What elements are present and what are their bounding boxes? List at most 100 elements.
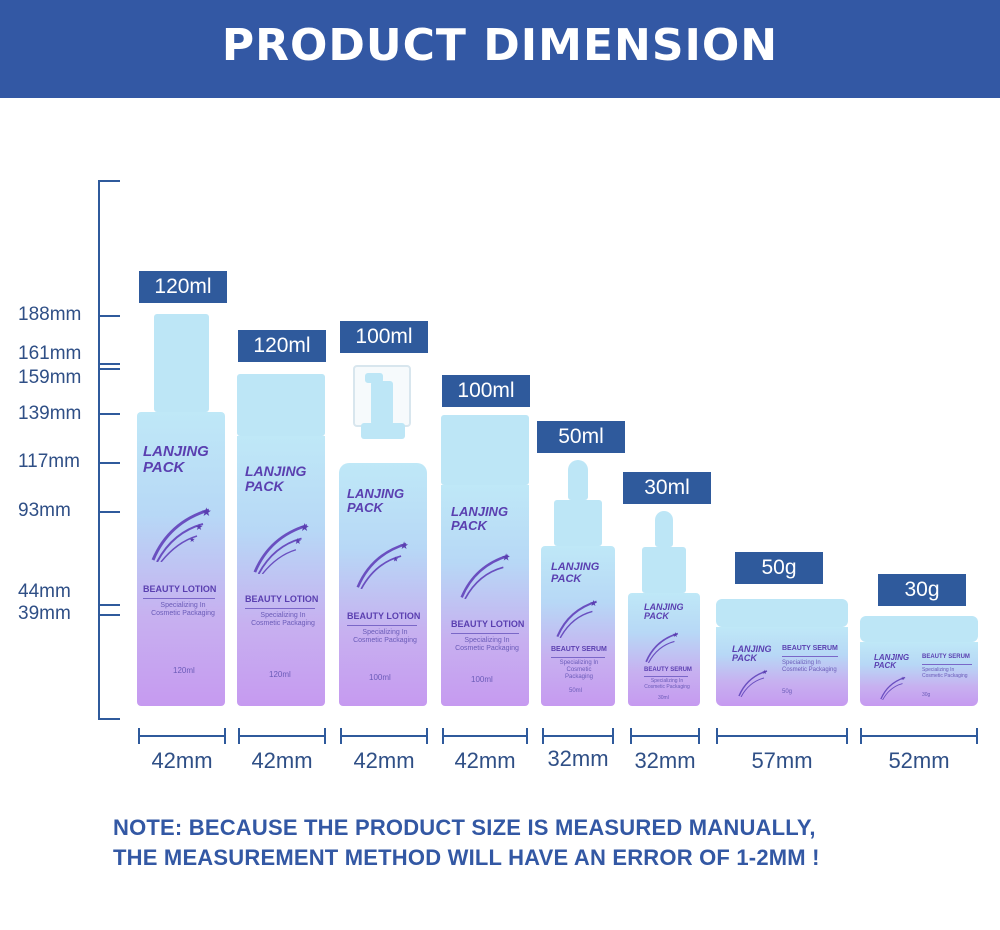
width-label: 52mm bbox=[888, 748, 950, 773]
product-subtitle: Specializing In Cosmetic Packaging bbox=[353, 629, 417, 645]
product-jar-50g: LANJING PACK ★ BEAUTY SERUM Specializing… bbox=[716, 599, 848, 706]
volume-badge: 120ml bbox=[139, 271, 227, 303]
svg-text:★: ★ bbox=[300, 522, 310, 534]
divider bbox=[347, 625, 417, 626]
product-type: BEAUTY SERUM bbox=[782, 645, 838, 652]
divider bbox=[782, 656, 838, 657]
svg-text:★: ★ bbox=[201, 505, 212, 519]
product-pump-bottle-100ml: LANJING PACK ★ ★ BEAUTY LOTION Specializ… bbox=[339, 365, 427, 706]
pump-head bbox=[371, 381, 393, 425]
volume-badge: 50g bbox=[735, 552, 823, 584]
height-tick-139 bbox=[98, 413, 120, 415]
width-dimension-line bbox=[238, 728, 326, 744]
product-volume-print: 100ml bbox=[471, 675, 493, 684]
divider bbox=[644, 676, 688, 677]
product-volume-print: 50g bbox=[782, 689, 793, 695]
volume-badge: 50ml bbox=[537, 421, 625, 453]
svg-text:★: ★ bbox=[901, 676, 906, 682]
product-volume-print: 100ml bbox=[369, 673, 391, 682]
svg-text:★: ★ bbox=[762, 669, 767, 676]
width-label: 42mm bbox=[353, 748, 415, 773]
volume-badge: 120ml bbox=[238, 330, 326, 362]
width-dimension-line bbox=[340, 728, 428, 744]
product-type: BEAUTY LOTION bbox=[245, 594, 319, 604]
jar-lid bbox=[716, 599, 848, 627]
height-axis-bottom-tick bbox=[98, 718, 120, 720]
dropper-collar bbox=[642, 547, 686, 593]
product-type: BEAUTY SERUM bbox=[922, 654, 970, 660]
svg-text:★: ★ bbox=[195, 522, 203, 532]
shooting-stars-icon: ★ bbox=[460, 553, 511, 599]
bottle-body: LANJING PACK ★ ★ BEAUTY LOTION Specializ… bbox=[339, 463, 427, 706]
dropper-bulb bbox=[655, 511, 673, 547]
height-tick-188 bbox=[98, 315, 120, 317]
svg-text:★: ★ bbox=[399, 541, 408, 552]
brand-logo: LANJING PACK bbox=[874, 653, 910, 671]
height-label: 188mm bbox=[18, 304, 82, 325]
shooting-stars-icon: ★ bbox=[556, 598, 597, 638]
jar-body: LANJING PACK ★ BEAUTY SERUM Specializing… bbox=[716, 627, 848, 706]
product-jar-30g: LANJING PACK ★ BEAUTY SERUM Specializing… bbox=[860, 616, 978, 706]
bottle-cap bbox=[237, 374, 325, 436]
height-axis-top-tick bbox=[98, 180, 120, 182]
brand-logo: LANJING PACK bbox=[451, 504, 509, 533]
width-label: 57mm bbox=[751, 748, 813, 773]
product-type: BEAUTY LOTION bbox=[451, 619, 525, 629]
divider bbox=[143, 598, 215, 599]
width-label: 42mm bbox=[251, 748, 313, 773]
svg-text:★: ★ bbox=[502, 553, 511, 564]
pump-collar bbox=[361, 423, 405, 439]
width-label: 32mm bbox=[634, 748, 696, 773]
height-label: 39mm bbox=[18, 603, 71, 624]
bottle-body: LANJING PACK ★ ★ BEAUTY LOTION Specializ… bbox=[237, 436, 325, 706]
product-type: BEAUTY LOTION bbox=[143, 584, 217, 594]
width-label: 42mm bbox=[151, 748, 213, 773]
height-axis bbox=[98, 180, 100, 720]
dropper-bulb bbox=[568, 460, 588, 500]
bottle-body: LANJING PACK ★ BEAUTY LOTION Specializin… bbox=[441, 485, 529, 706]
height-tick-161 bbox=[98, 363, 120, 365]
product-volume-print: 30g bbox=[922, 692, 931, 698]
bottle-cap bbox=[154, 314, 209, 412]
product-type: BEAUTY LOTION bbox=[347, 611, 421, 621]
volume-badge: 100ml bbox=[340, 321, 428, 353]
width-dimension-line bbox=[442, 728, 528, 744]
product-subtitle: Specializing In Cosmetic Packaging bbox=[922, 667, 968, 679]
shooting-stars-icon: ★ bbox=[738, 669, 767, 697]
product-type: BEAUTY SERUM bbox=[644, 667, 692, 673]
product-volume-print: 120ml bbox=[173, 666, 195, 675]
product-bottle-120ml: LANJING PACK ★ ★ BEAUTY LOTION Specializ… bbox=[237, 374, 325, 706]
shooting-stars-icon: ★ ★ bbox=[356, 541, 409, 589]
height-label: 161mm bbox=[18, 343, 82, 364]
jar-lid bbox=[860, 616, 978, 642]
dropper-collar bbox=[554, 500, 602, 546]
jar-body: LANJING PACK ★ BEAUTY SERUM Specializing… bbox=[860, 642, 978, 706]
product-subtitle: Specializing In Cosmetic Packaging bbox=[251, 612, 315, 628]
width-label: 42mm bbox=[454, 748, 516, 773]
product-subtitle: Specializing In Cosmetic Packaging bbox=[782, 660, 837, 674]
height-tick-44 bbox=[98, 604, 120, 606]
product-dropper-50ml: LANJING PACK ★ BEAUTY SERUM Specializing… bbox=[541, 460, 615, 706]
measurement-note-line1: NOTE: BECAUSE THE PRODUCT SIZE IS MEASUR… bbox=[113, 815, 816, 840]
height-label: 139mm bbox=[18, 403, 82, 424]
width-dimension-line bbox=[630, 728, 700, 744]
pump-nozzle bbox=[365, 373, 383, 383]
brand-logo: LANJING PACK bbox=[732, 644, 772, 664]
height-label: 44mm bbox=[18, 581, 71, 602]
bottle-body: LANJING PACK ★ BEAUTY SERUM Specializing… bbox=[541, 546, 615, 706]
product-volume-print: 50ml bbox=[569, 688, 583, 694]
width-dimension-line bbox=[138, 728, 226, 744]
svg-text:★: ★ bbox=[189, 536, 195, 544]
shooting-stars-icon: ★ ★ bbox=[253, 522, 310, 574]
header-banner: PRODUCT DIMENSION bbox=[0, 0, 1000, 98]
product-volume-print: 30ml bbox=[658, 695, 669, 701]
svg-text:★: ★ bbox=[672, 631, 678, 639]
height-tick-39 bbox=[98, 614, 120, 616]
shooting-stars-icon: ★ bbox=[880, 676, 906, 700]
shooting-stars-icon: ★ bbox=[645, 631, 678, 663]
measurement-note-line2: THE MEASUREMENT METHOD WILL HAVE AN ERRO… bbox=[113, 845, 820, 870]
brand-logo: LANJING PACK bbox=[347, 486, 405, 515]
product-type: BEAUTY SERUM bbox=[551, 646, 607, 653]
width-label: 32mm bbox=[547, 746, 609, 771]
height-tick-93 bbox=[98, 511, 120, 513]
